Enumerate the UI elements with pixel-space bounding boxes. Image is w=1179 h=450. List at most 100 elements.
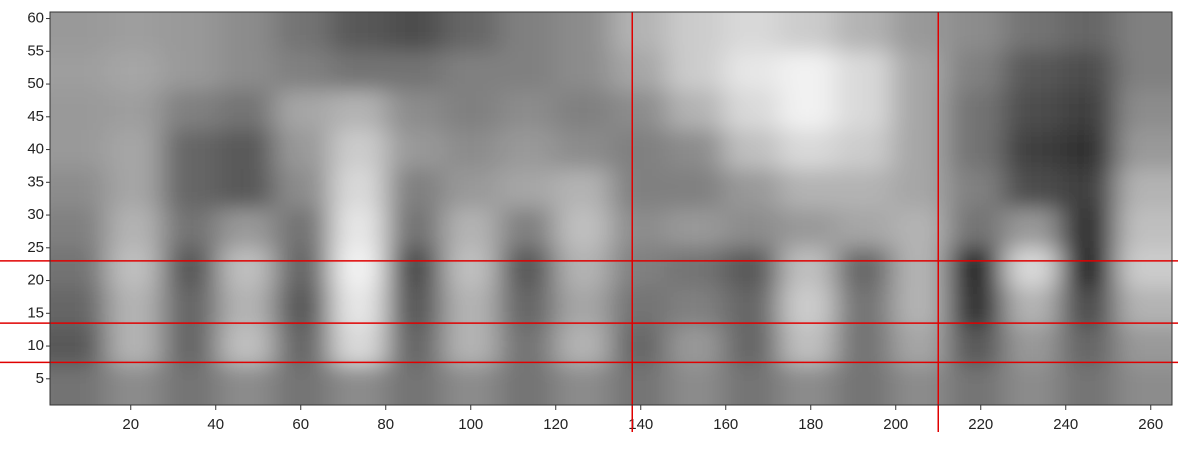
heat-cell [498, 169, 556, 209]
heat-cell [162, 90, 219, 131]
heat-cell [498, 365, 556, 405]
heat-cell [779, 365, 836, 405]
heat-cell [386, 365, 444, 405]
heat-cell [386, 12, 444, 52]
heat-cell [1003, 129, 1061, 170]
heat-cell [50, 287, 107, 327]
heat-cell [554, 169, 612, 209]
heat-cell [947, 365, 1005, 405]
heat-cell [498, 12, 556, 52]
heat-cell [779, 90, 836, 131]
heat-cell [498, 326, 556, 367]
x-tick-label: 120 [543, 416, 568, 433]
heat-cell [835, 326, 892, 367]
x-tick-label: 140 [628, 416, 653, 433]
heat-cell [162, 247, 219, 288]
heat-cell [611, 287, 668, 327]
heat-cell [386, 90, 444, 131]
heat-cell [779, 51, 836, 92]
heat-cell [947, 247, 1005, 288]
heat-cell [442, 287, 500, 327]
heat-cell [779, 247, 836, 288]
heat-cell [554, 51, 612, 92]
heat-cell [1059, 51, 1117, 92]
y-tick-label: 25 [27, 239, 44, 256]
heat-cell [554, 129, 612, 170]
heat-cell [1059, 247, 1117, 288]
x-tick-label: 260 [1138, 416, 1163, 433]
heat-cell [1059, 287, 1117, 327]
heat-cell [667, 129, 724, 170]
heat-cell [50, 247, 107, 288]
heat-cell [835, 287, 892, 327]
heat-cell [274, 287, 331, 327]
heat-cell [106, 129, 163, 170]
heat-cell [835, 169, 892, 209]
heat-cell [779, 129, 836, 170]
heat-cell [667, 287, 724, 327]
y-tick-label: 35 [27, 173, 44, 190]
heat-cell [779, 169, 836, 209]
y-tick-label: 30 [27, 206, 44, 223]
heat-cell [667, 51, 724, 92]
heat-cell [947, 129, 1005, 170]
heat-cell [1003, 287, 1061, 327]
heat-cell [891, 247, 949, 288]
heat-cell [442, 365, 500, 405]
heat-cell [1115, 208, 1172, 249]
heat-cell [1059, 326, 1117, 367]
heat-cell [330, 90, 388, 131]
heat-cell [1115, 326, 1172, 367]
y-tick-label: 50 [27, 75, 44, 92]
heat-cell [835, 129, 892, 170]
heat-cell [1003, 247, 1061, 288]
x-tick-label: 80 [377, 416, 394, 433]
heat-cell [386, 247, 444, 288]
heat-cell [274, 90, 331, 131]
heat-cell [330, 287, 388, 327]
x-tick-label: 60 [292, 416, 309, 433]
heat-cell [106, 365, 163, 405]
heat-cell [1003, 326, 1061, 367]
heat-cell [611, 51, 668, 92]
heat-cell [554, 90, 612, 131]
heat-cell [947, 169, 1005, 209]
heat-cell [723, 208, 780, 249]
heat-cell [162, 169, 219, 209]
heat-cell [723, 169, 780, 209]
heat-cell [1059, 169, 1117, 209]
heat-cell [498, 247, 556, 288]
heat-cell [779, 326, 836, 367]
heat-cell [162, 365, 219, 405]
heat-cell [1003, 208, 1061, 249]
heat-cell [947, 12, 1005, 52]
heat-cell [386, 287, 444, 327]
heat-cell [498, 129, 556, 170]
y-tick-label: 55 [27, 42, 44, 59]
heat-cell [106, 169, 163, 209]
heat-cell [667, 208, 724, 249]
heat-cell [723, 12, 780, 52]
heat-cell [498, 90, 556, 131]
heat-cell [947, 51, 1005, 92]
heat-cell [106, 12, 163, 52]
heat-cell [274, 129, 331, 170]
heat-cell [386, 169, 444, 209]
heat-cell [611, 208, 668, 249]
x-tick-label: 160 [713, 416, 738, 433]
heat-cell [835, 90, 892, 131]
heat-cell [330, 12, 388, 52]
heat-cell [50, 365, 107, 405]
heat-cell [50, 169, 107, 209]
heat-cell [330, 326, 388, 367]
heat-cell [386, 326, 444, 367]
heat-cell [891, 287, 949, 327]
heat-cell [1003, 12, 1061, 52]
heat-cell [218, 247, 275, 288]
heat-cell [274, 247, 331, 288]
heat-cell [554, 326, 612, 367]
heat-cell [667, 169, 724, 209]
heat-cell [218, 12, 275, 52]
heat-cell [835, 12, 892, 52]
